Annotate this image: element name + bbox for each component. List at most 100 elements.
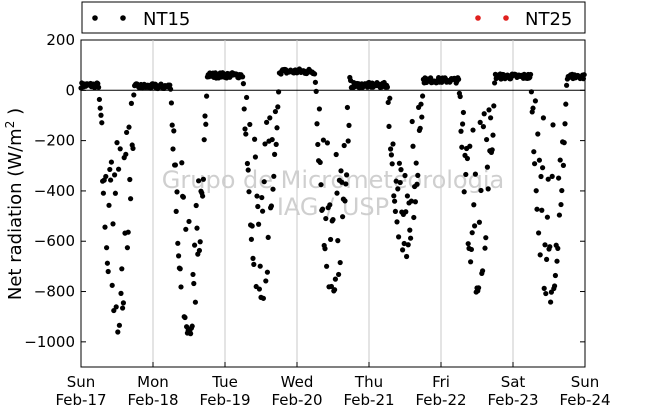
- data-point-nt15: [556, 212, 563, 218]
- y-tick-label: −600: [34, 232, 75, 250]
- data-point-nt15: [127, 176, 133, 183]
- data-point-nt15: [396, 234, 402, 240]
- data-point-nt15: [481, 111, 487, 117]
- data-point-nt15: [276, 89, 282, 95]
- watermark: Grupo de Micrometeorologia IAG / USP: [162, 166, 504, 221]
- data-point-nt15: [396, 160, 402, 166]
- data-point-nt15: [270, 186, 276, 192]
- x-tick-label-day: Thu: [354, 373, 383, 391]
- data-point-nt15: [333, 151, 339, 158]
- data-point-nt15: [314, 121, 320, 127]
- data-point-nt15: [173, 208, 179, 214]
- data-point-nt15: [559, 187, 565, 194]
- data-point-nt15: [464, 155, 470, 162]
- data-point-nt15: [256, 286, 262, 292]
- data-point-nt15: [103, 173, 109, 180]
- data-point-nt15: [120, 305, 126, 311]
- data-point-nt15: [544, 214, 551, 220]
- data-point-nt15: [106, 202, 112, 208]
- data-point-nt15: [267, 115, 273, 121]
- data-point-nt15: [262, 141, 268, 147]
- data-point-nt15: [393, 178, 399, 184]
- data-point-nt15: [332, 287, 338, 293]
- data-point-nt15: [340, 214, 346, 220]
- data-point-nt15: [343, 181, 349, 187]
- data-point-nt15: [550, 122, 556, 128]
- data-point-nt15: [116, 166, 122, 172]
- data-point-nt15: [201, 137, 207, 143]
- data-point-nt15: [117, 146, 123, 152]
- data-point-nt15: [263, 278, 269, 284]
- data-point-nt15: [458, 128, 464, 134]
- data-point-nt15: [388, 146, 394, 152]
- x-tick-label-date: Feb-19: [199, 391, 250, 409]
- grid-layer: [152, 40, 514, 367]
- data-point-nt15: [543, 290, 549, 297]
- data-point-nt15: [248, 236, 254, 242]
- data-point-nt15: [472, 171, 478, 177]
- data-point-nt15: [240, 81, 246, 87]
- y-axis-label-tail: ): [5, 108, 26, 121]
- data-point-nt15: [264, 119, 270, 125]
- data-point-nt15: [537, 252, 543, 258]
- data-point-nt15: [491, 103, 497, 109]
- data-point-nt15: [540, 115, 547, 121]
- data-point-nt15: [392, 198, 398, 204]
- data-point-nt15: [336, 271, 342, 278]
- data-point-nt15: [264, 269, 270, 275]
- data-point-nt15: [385, 99, 391, 106]
- data-point-nt15: [247, 121, 253, 128]
- data-point-nt15: [250, 255, 256, 261]
- data-point-nt15: [110, 221, 116, 227]
- data-point-nt15: [532, 161, 538, 167]
- data-point-nt15: [531, 149, 537, 155]
- data-point-nt15: [192, 242, 198, 248]
- data-point-nt15: [342, 198, 348, 204]
- data-point-nt15: [461, 189, 467, 195]
- data-point-nt15: [179, 160, 185, 166]
- x-tick-label-day: Wed: [281, 373, 314, 391]
- y-tick-label: −200: [34, 132, 75, 150]
- data-point-nt15: [261, 179, 267, 185]
- data-point-nt15: [316, 106, 322, 112]
- data-point-nt15: [193, 202, 199, 209]
- plot-area: Grupo de Micrometeorologia IAG / USP 200…: [24, 31, 610, 409]
- data-point-nt15: [123, 151, 129, 157]
- data-point-nt15: [345, 138, 351, 144]
- data-point-nt15: [530, 105, 536, 111]
- data-point-nt15: [189, 323, 195, 329]
- data-point-nt15: [555, 245, 561, 251]
- data-point-nt15: [196, 247, 202, 254]
- data-point-nt15: [414, 181, 420, 187]
- data-point-nt15: [554, 258, 560, 264]
- data-point-nt15: [405, 242, 411, 248]
- data-point-nt15: [115, 329, 121, 335]
- data-point-nt15: [344, 172, 350, 178]
- data-point-nt15: [167, 82, 173, 88]
- data-point-nt15: [556, 175, 562, 181]
- data-point-nt15: [552, 272, 559, 279]
- data-point-nt15: [477, 119, 483, 125]
- data-point-nt15: [183, 226, 189, 232]
- data-point-nt15: [395, 186, 401, 192]
- data-point-nt15: [202, 113, 208, 119]
- data-point-nt15: [313, 88, 319, 94]
- data-point-nt15: [194, 225, 200, 231]
- data-point-nt15: [126, 124, 132, 130]
- y-tick-label: 200: [46, 31, 75, 49]
- data-point-nt15: [255, 203, 261, 210]
- data-point-nt15: [324, 263, 330, 269]
- data-point-nt15: [197, 239, 203, 245]
- data-point-nt15: [312, 79, 318, 85]
- data-point-nt15: [120, 300, 126, 306]
- data-point-nt15: [332, 276, 338, 282]
- data-point-nt15: [552, 283, 558, 289]
- y-axis-label: Net radiation (W/m2 ): [3, 108, 26, 300]
- data-point-nt15: [557, 157, 563, 163]
- data-point-nt15: [102, 224, 108, 230]
- data-point-nt15: [274, 125, 280, 131]
- data-point-nt15: [468, 259, 474, 265]
- data-point-nt15: [408, 198, 414, 204]
- data-point-nt15: [109, 282, 115, 288]
- y-axis: 200 0 −200 −400 −600 −800 −1000: [24, 31, 585, 351]
